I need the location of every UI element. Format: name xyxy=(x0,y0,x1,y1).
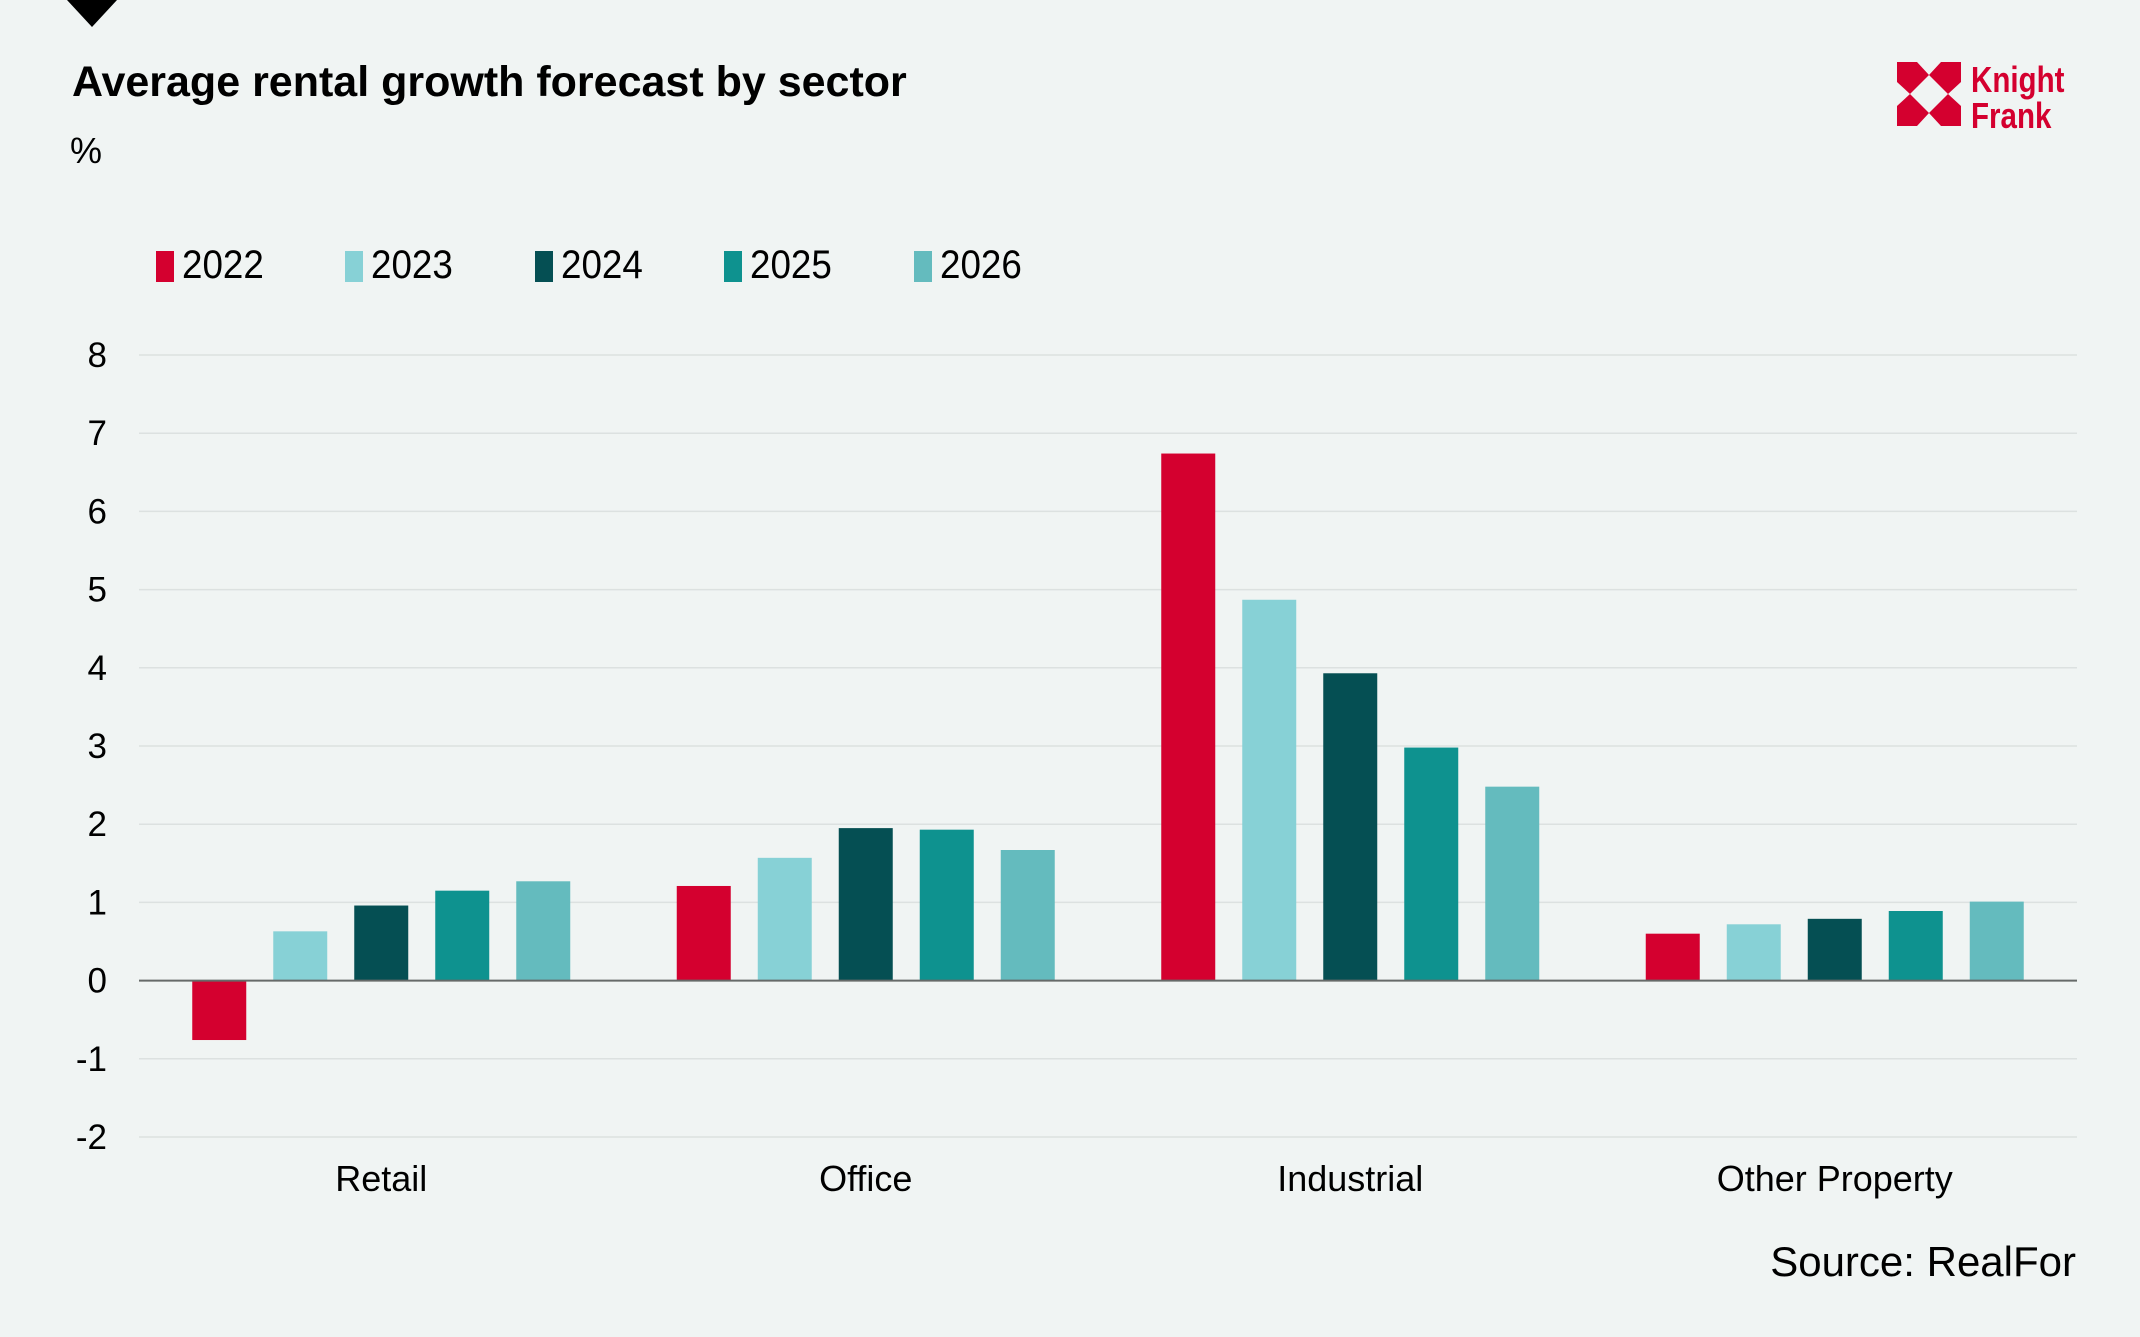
bar-industrial-2022 xyxy=(1161,453,1216,981)
legend-label-2026: 2026 xyxy=(940,243,1022,287)
bar-office-2024 xyxy=(838,828,893,981)
x-category-label: Office xyxy=(819,1158,912,1199)
bar-retail-2025 xyxy=(435,890,490,981)
logo-text-frank: Frank xyxy=(1971,95,2052,136)
legend-swatch-2022 xyxy=(156,251,174,282)
logo-text-knight: Knight xyxy=(1971,59,2065,100)
y-tick-label: -2 xyxy=(76,1118,107,1157)
legend-swatch-2026 xyxy=(914,251,932,282)
x-axis-categories: Retail Office Industrial Other Property xyxy=(335,1158,1953,1199)
y-axis-unit-label: % xyxy=(70,130,103,171)
bar-office-2026 xyxy=(1000,850,1055,981)
x-category-label: Industrial xyxy=(1277,1158,1423,1199)
gridlines xyxy=(139,354,2077,1138)
bar-retail-2022 xyxy=(192,980,247,1041)
y-tick-label: 4 xyxy=(88,649,107,688)
bar-other-property-2023 xyxy=(1726,924,1781,981)
bar-other-property-2024 xyxy=(1807,918,1862,981)
y-tick-label: 7 xyxy=(88,414,107,453)
legend-label-2025: 2025 xyxy=(750,243,832,287)
chart-title: Average rental growth forecast by sector xyxy=(72,58,907,106)
bar-other-property-2026 xyxy=(1969,901,2024,981)
bar-industrial-2023 xyxy=(1242,599,1297,981)
y-tick-label: 8 xyxy=(88,336,107,375)
y-tick-label: 5 xyxy=(88,571,107,610)
x-category-label: Retail xyxy=(335,1158,427,1199)
legend-swatch-2025 xyxy=(724,251,742,282)
bar-industrial-2026 xyxy=(1485,786,1540,981)
bar-other-property-2025 xyxy=(1888,911,1943,981)
knight-frank-logo-mark-icon xyxy=(1897,62,1961,126)
legend-swatch-2024 xyxy=(535,251,553,282)
y-tick-label: 3 xyxy=(88,727,107,766)
knight-frank-logo: Knight Frank xyxy=(1897,62,2077,138)
legend-swatch-2023 xyxy=(345,251,363,282)
y-tick-label: 2 xyxy=(88,805,107,844)
bar-retail-2026 xyxy=(516,881,571,981)
x-category-label: Other Property xyxy=(1717,1158,1953,1199)
y-tick-label: 6 xyxy=(88,492,107,531)
bar-retail-2024 xyxy=(354,905,409,981)
bars xyxy=(192,453,2024,1041)
legend-label-2023: 2023 xyxy=(371,243,453,287)
bar-office-2022 xyxy=(676,885,731,981)
legend-label-2022: 2022 xyxy=(182,243,264,287)
y-tick-label: 1 xyxy=(88,883,107,922)
source-note: Source: RealFor xyxy=(1770,1238,2076,1285)
bar-office-2025 xyxy=(919,829,974,981)
bar-industrial-2024 xyxy=(1323,673,1378,981)
corner-marker-icon xyxy=(67,0,117,27)
y-tick-label: -1 xyxy=(76,1040,107,1079)
bar-retail-2023 xyxy=(273,931,328,981)
bar-office-2023 xyxy=(757,857,812,981)
y-tick-label: 0 xyxy=(88,962,107,1001)
legend-label-2024: 2024 xyxy=(561,243,643,287)
bar-other-property-2022 xyxy=(1645,933,1700,981)
bar-industrial-2025 xyxy=(1404,747,1459,981)
y-axis-ticks: 8 7 6 5 4 3 2 1 0 -1 -2 xyxy=(76,336,107,1157)
